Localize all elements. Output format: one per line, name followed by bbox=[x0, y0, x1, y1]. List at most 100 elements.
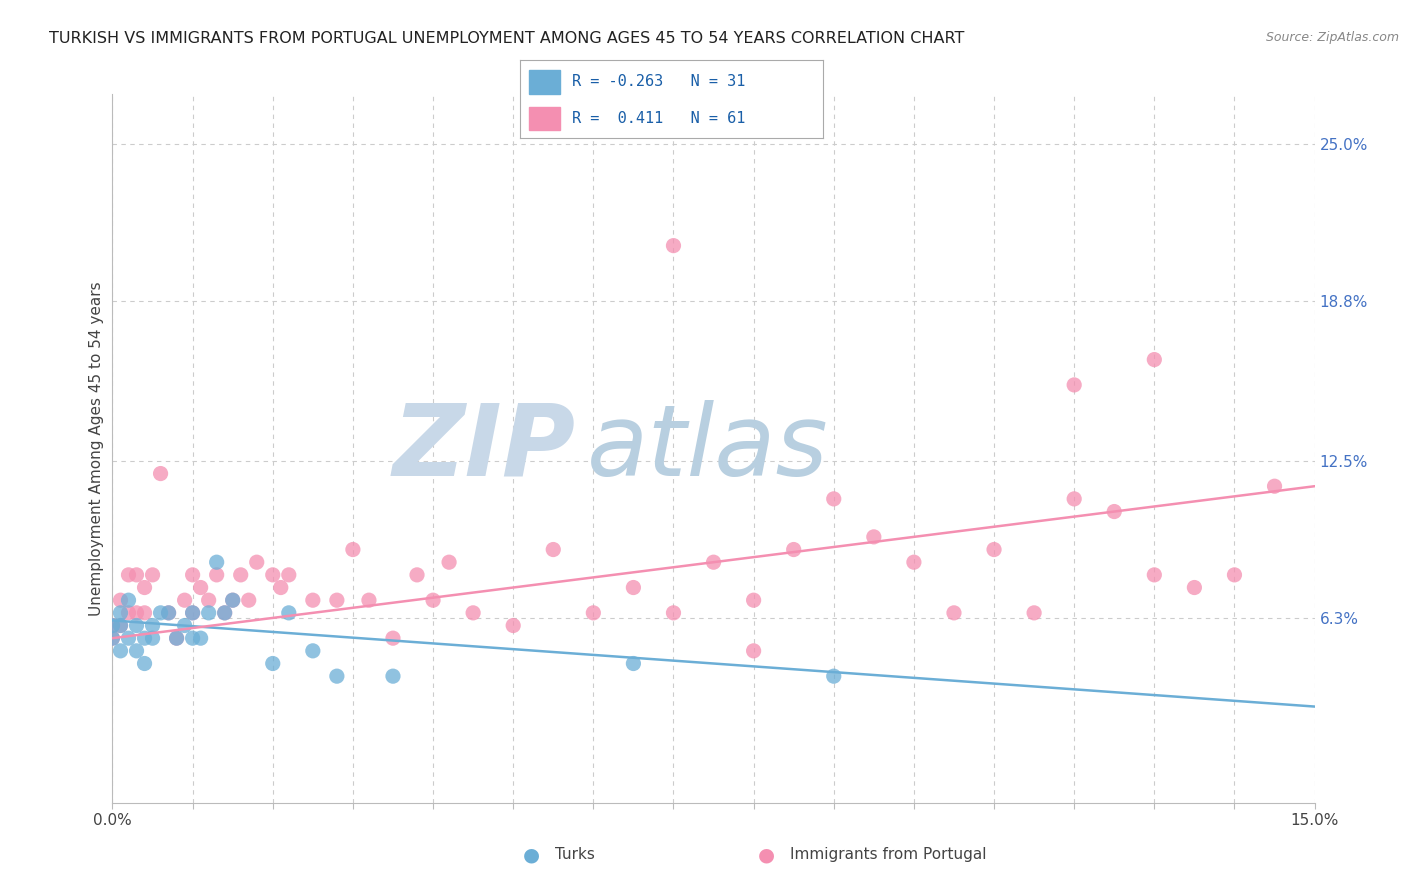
Point bbox=[157, 606, 180, 620]
Point bbox=[270, 581, 292, 595]
Point bbox=[110, 618, 132, 632]
Point bbox=[173, 593, 195, 607]
Point bbox=[502, 618, 524, 632]
Point bbox=[942, 606, 965, 620]
Text: ZIP: ZIP bbox=[392, 400, 575, 497]
Point bbox=[422, 593, 444, 607]
Point bbox=[197, 606, 219, 620]
Point bbox=[326, 669, 349, 683]
Point bbox=[197, 593, 219, 607]
Point bbox=[125, 567, 148, 582]
Point bbox=[1063, 491, 1085, 506]
Text: R =  0.411   N = 61: R = 0.411 N = 61 bbox=[572, 112, 745, 126]
Point bbox=[205, 567, 228, 582]
Text: Turks: Turks bbox=[555, 847, 595, 862]
Point bbox=[141, 618, 163, 632]
Text: atlas: atlas bbox=[588, 400, 830, 497]
Point bbox=[326, 593, 349, 607]
Point bbox=[246, 555, 269, 569]
Point bbox=[110, 618, 132, 632]
Point bbox=[1143, 567, 1166, 582]
Point bbox=[149, 606, 172, 620]
Point bbox=[166, 631, 188, 645]
Point bbox=[742, 593, 765, 607]
Point bbox=[181, 606, 204, 620]
Point bbox=[125, 644, 148, 658]
Point bbox=[1264, 479, 1286, 493]
Point bbox=[238, 593, 260, 607]
Point bbox=[742, 644, 765, 658]
Point bbox=[662, 606, 685, 620]
Point bbox=[437, 555, 460, 569]
Point bbox=[110, 606, 132, 620]
Point bbox=[662, 238, 685, 252]
Point bbox=[1024, 606, 1046, 620]
Point bbox=[125, 606, 148, 620]
Point bbox=[621, 581, 644, 595]
Point bbox=[173, 618, 195, 632]
Point bbox=[863, 530, 886, 544]
Point bbox=[110, 644, 132, 658]
Point bbox=[823, 491, 845, 506]
Text: ●: ● bbox=[523, 845, 540, 864]
Point bbox=[101, 618, 124, 632]
Point bbox=[214, 606, 236, 620]
Point bbox=[782, 542, 804, 557]
Point bbox=[983, 542, 1005, 557]
Point bbox=[205, 555, 228, 569]
Point bbox=[1184, 581, 1206, 595]
Point bbox=[101, 618, 124, 632]
Text: Immigrants from Portugal: Immigrants from Portugal bbox=[790, 847, 987, 862]
Point bbox=[181, 606, 204, 620]
Point bbox=[262, 657, 284, 671]
Point bbox=[166, 631, 188, 645]
Y-axis label: Unemployment Among Ages 45 to 54 years: Unemployment Among Ages 45 to 54 years bbox=[89, 281, 104, 615]
Point bbox=[1102, 504, 1125, 518]
Point bbox=[190, 631, 212, 645]
Point bbox=[149, 467, 172, 481]
Point bbox=[101, 631, 124, 645]
Point bbox=[302, 593, 325, 607]
Point bbox=[382, 631, 405, 645]
Point bbox=[101, 631, 124, 645]
Point bbox=[117, 631, 139, 645]
Point bbox=[382, 669, 405, 683]
Point bbox=[903, 555, 925, 569]
Point bbox=[134, 581, 156, 595]
Point bbox=[262, 567, 284, 582]
Point bbox=[134, 631, 156, 645]
Point bbox=[141, 631, 163, 645]
Text: Source: ZipAtlas.com: Source: ZipAtlas.com bbox=[1265, 31, 1399, 45]
Point bbox=[222, 593, 245, 607]
Bar bbox=[529, 70, 560, 94]
Point bbox=[277, 567, 299, 582]
Point bbox=[277, 606, 299, 620]
Point bbox=[1143, 352, 1166, 367]
Text: ●: ● bbox=[758, 845, 775, 864]
Point bbox=[181, 631, 204, 645]
Point bbox=[302, 644, 325, 658]
Point bbox=[141, 567, 163, 582]
Point bbox=[134, 657, 156, 671]
Point bbox=[543, 542, 565, 557]
Point bbox=[823, 669, 845, 683]
Text: R = -0.263   N = 31: R = -0.263 N = 31 bbox=[572, 74, 745, 89]
Point bbox=[357, 593, 380, 607]
Point bbox=[582, 606, 605, 620]
Point bbox=[117, 593, 139, 607]
Point bbox=[406, 567, 429, 582]
Bar bbox=[529, 107, 560, 130]
Point bbox=[134, 606, 156, 620]
Point bbox=[1223, 567, 1246, 582]
Point bbox=[461, 606, 484, 620]
Point bbox=[110, 593, 132, 607]
Point bbox=[342, 542, 364, 557]
Point bbox=[214, 606, 236, 620]
Point bbox=[229, 567, 252, 582]
Point bbox=[181, 567, 204, 582]
Point bbox=[702, 555, 725, 569]
Point bbox=[117, 567, 139, 582]
Point bbox=[125, 618, 148, 632]
Point bbox=[222, 593, 245, 607]
Point bbox=[1063, 378, 1085, 392]
